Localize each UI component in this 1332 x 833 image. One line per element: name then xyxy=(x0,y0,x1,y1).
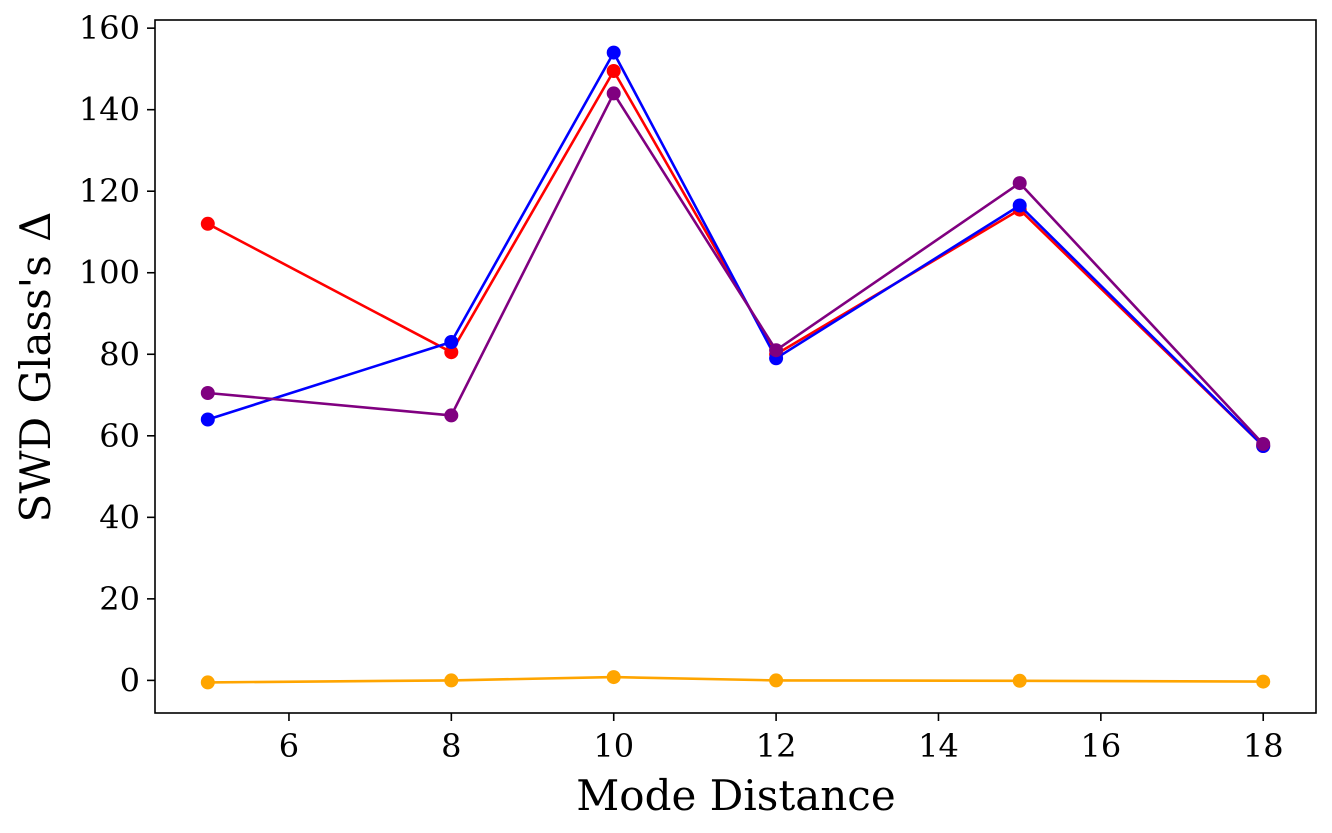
y-tick-label: 60 xyxy=(99,417,140,455)
y-tick-label: 40 xyxy=(99,498,140,536)
y-tick-label: 20 xyxy=(99,580,140,618)
series-1-point-0 xyxy=(200,216,215,231)
series-0-point-0 xyxy=(200,675,215,690)
y-axis-label: SWD Glass's Δ xyxy=(11,212,60,523)
series-0-point-1 xyxy=(444,673,459,688)
series-2-point-1 xyxy=(444,335,459,349)
series-1-point-2 xyxy=(606,64,621,78)
series-layer xyxy=(200,45,1271,690)
series-0-point-4 xyxy=(1012,673,1027,688)
series-3-line xyxy=(207,92,1265,445)
x-tick-label: 18 xyxy=(1243,727,1284,765)
series-3-point-5 xyxy=(1256,437,1271,451)
series-0-point-2 xyxy=(606,670,621,685)
series-2-point-2 xyxy=(606,45,621,60)
x-tick-label: 8 xyxy=(441,727,461,765)
series-3-point-2 xyxy=(606,86,621,101)
y-tick-label: 100 xyxy=(79,254,140,292)
series-3-point-4 xyxy=(1012,176,1027,191)
series-3-point-1 xyxy=(444,408,459,423)
x-axis-label: Mode Distance xyxy=(576,771,895,820)
series-2-point-4 xyxy=(1012,198,1027,213)
x-tick-label: 16 xyxy=(1080,727,1121,765)
series-0-point-3 xyxy=(769,673,784,688)
plot-frame xyxy=(154,19,1317,714)
series-1-line xyxy=(207,69,1265,447)
x-tick-label: 6 xyxy=(279,727,299,765)
x-tick-label: 10 xyxy=(593,727,634,765)
x-tick-label: 12 xyxy=(756,727,797,765)
axes-layer: 6 8 10 12 14 16 18 0 20 40 60 80 100 120 140 160 xyxy=(79,9,1317,765)
series-3-point-0 xyxy=(200,386,215,400)
y-tick-label: 80 xyxy=(99,335,140,373)
series-2-point-0 xyxy=(200,412,215,427)
series-2-line xyxy=(207,51,1265,447)
series-3-point-3 xyxy=(769,343,784,358)
y-tick-label: 120 xyxy=(79,172,140,210)
series-1-point-1 xyxy=(444,345,459,360)
series-0-point-5 xyxy=(1256,674,1271,689)
series-0-line xyxy=(207,675,1264,684)
y-tick-label: 160 xyxy=(79,9,140,47)
x-tick-label: 14 xyxy=(918,727,959,765)
y-tick-label: 0 xyxy=(120,661,140,699)
y-tick-label: 140 xyxy=(79,91,140,129)
